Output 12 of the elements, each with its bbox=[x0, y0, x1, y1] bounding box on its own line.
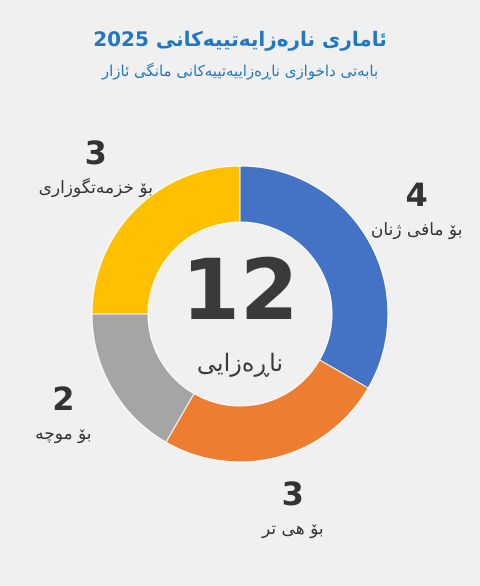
data-label: 4 bbox=[406, 176, 428, 214]
slice-label: بۆ خزمەتگوزاری bbox=[38, 176, 153, 198]
slice-label: بۆ هی تر bbox=[261, 519, 324, 540]
slice-label: بۆ موچە bbox=[35, 424, 92, 444]
data-label: 2 bbox=[52, 380, 74, 418]
slice-label: بۆ مافی ژنان bbox=[370, 220, 462, 240]
data-label: 3 bbox=[282, 475, 304, 514]
data-label: 3 bbox=[84, 134, 107, 172]
text: 12 bbox=[182, 241, 298, 339]
chart-subtitle: بابەتی داخوازی ناڕەزاییەتییەکانی مانگی ئازار bbox=[100, 62, 378, 80]
chart-title: ئاماری نارەزایەتییەکانی 2025 bbox=[93, 27, 387, 51]
text: ناڕەزایی bbox=[196, 349, 284, 377]
